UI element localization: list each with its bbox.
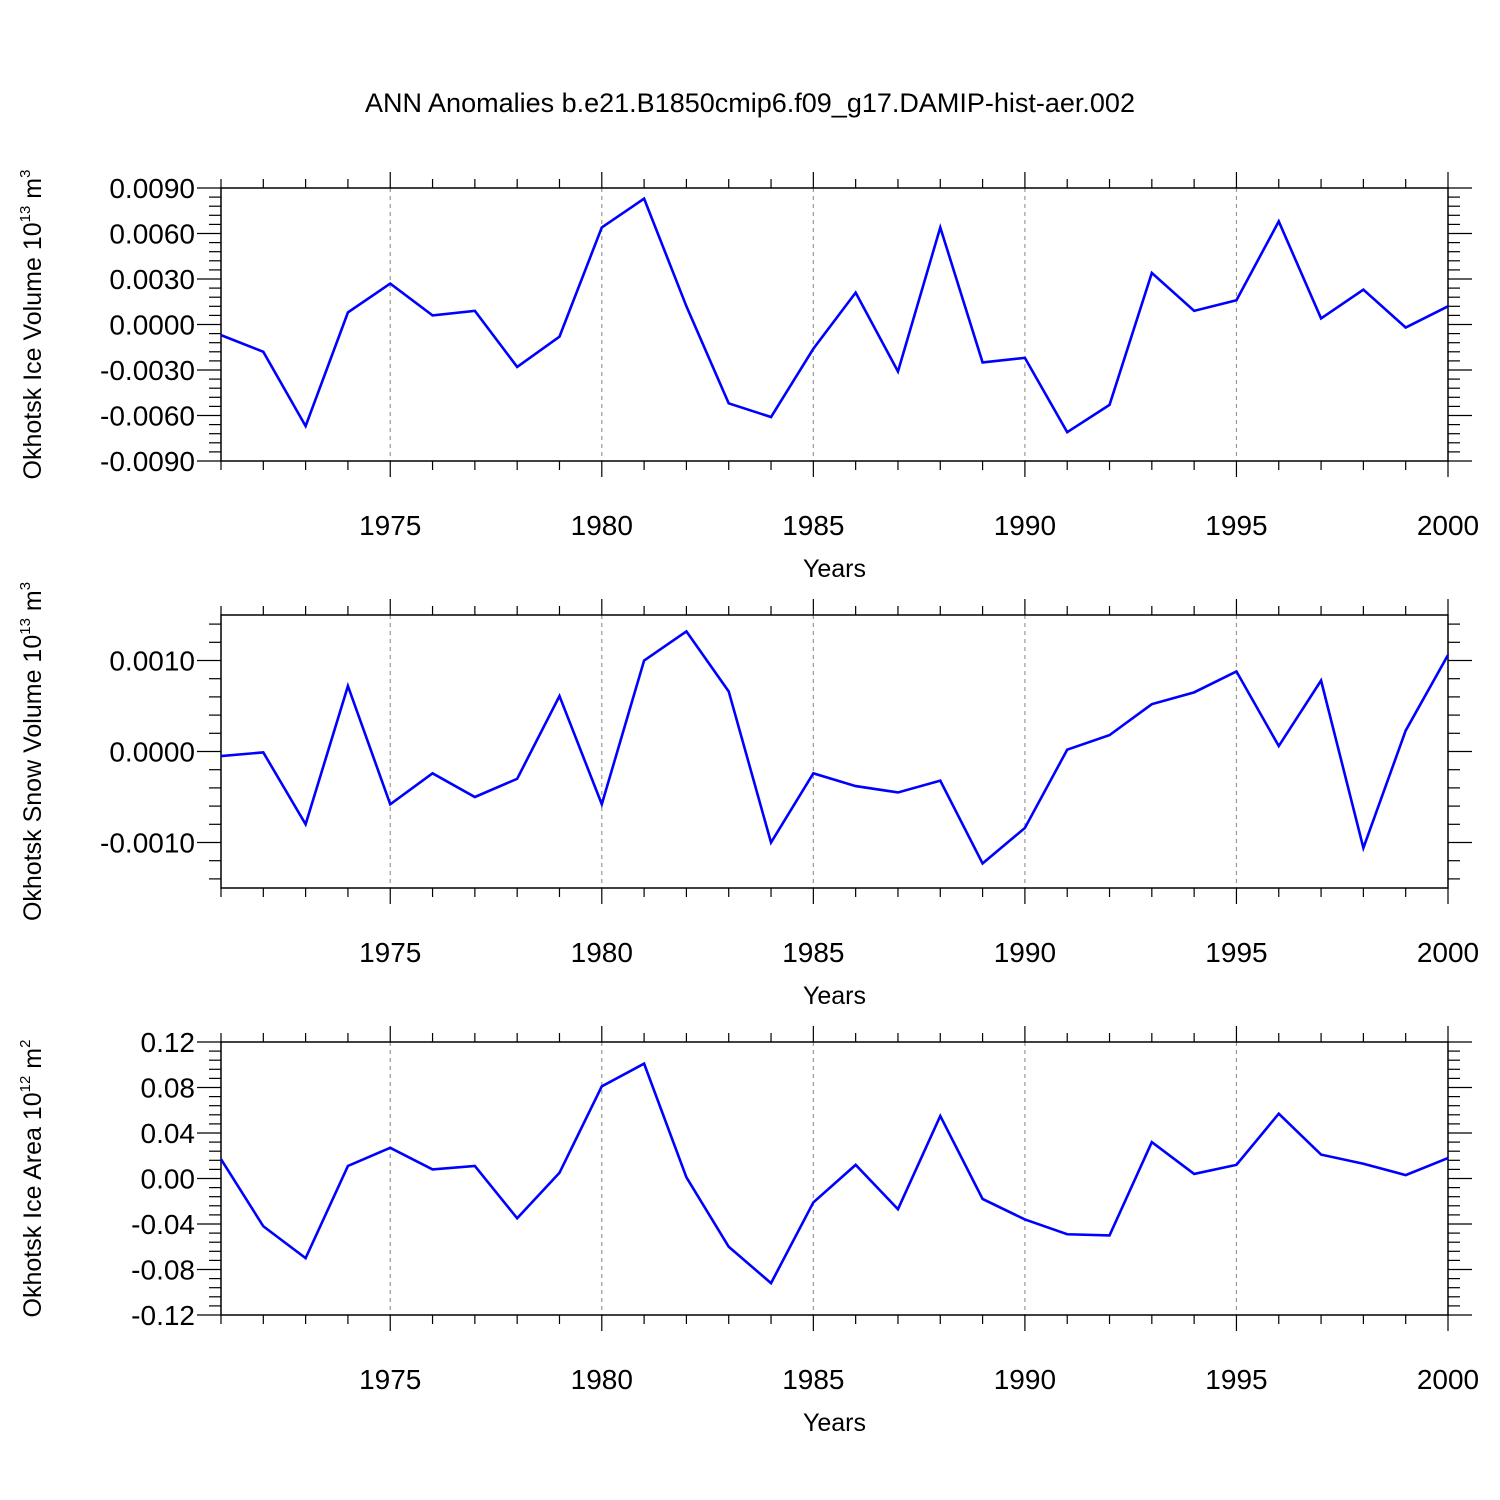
y-tick-label: 0.08: [141, 1073, 196, 1104]
y-tick-label: -0.04: [131, 1209, 195, 1240]
panel-ice-volume: 0.0090 0.0060 0.0030 0.0000 -0.0030 -0.0060 -0…: [17, 170, 1479, 583]
x-tick-label: 1990: [994, 510, 1056, 541]
x-tick-label: 2000: [1417, 937, 1479, 968]
y-tick-label: 0.0000: [109, 310, 195, 341]
y-tick-label: -0.0090: [100, 446, 195, 477]
plot-frame: [220, 187, 1449, 462]
x-tick-label: 1990: [994, 937, 1056, 968]
x-axis-label: Years: [803, 555, 866, 583]
y-axis-label: Okhotsk Snow Volume 1013 m3: [17, 582, 47, 921]
figure-title: ANN Anomalies b.e21.B1850cmip6.f09_g17.D…: [365, 88, 1135, 118]
y-tick-label: -0.08: [131, 1255, 195, 1286]
y-tick-label: -0.0060: [100, 401, 195, 432]
y-tick-label: 0.0000: [109, 737, 195, 768]
x-tick-label: 1980: [571, 1364, 633, 1395]
panel-ice-area: 0.12 0.08 0.04 0.00 -0.04 -0.08 -0.12 1975 1980 1…: [17, 1026, 1479, 1437]
x-axis-label: Years: [803, 982, 866, 1010]
x-tick-label: 1985: [782, 1364, 844, 1395]
y-tick-label: 0.00: [141, 1164, 196, 1195]
series-line-ice-area: [219, 1061, 1449, 1286]
plot-frame: [220, 1041, 1449, 1316]
y-tick-label: 0.04: [141, 1118, 196, 1149]
y-tick-label: 0.0030: [109, 264, 195, 295]
panels: 0.0090 0.0060 0.0030 0.0000 -0.0030 -0.0060 -0…: [17, 170, 1479, 1437]
y-tick-label: -0.0030: [100, 355, 195, 386]
y-tick-label: -0.0010: [100, 828, 195, 859]
x-tick-label: 1975: [359, 937, 421, 968]
x-tick-label: 1985: [782, 510, 844, 541]
series-line-ice-volume: [220, 196, 1449, 435]
y-tick-label: 0.0090: [109, 173, 195, 204]
panel-snow-volume: 0.0010 0.0000 -0.0010 1975 1980 1985 1990 1995 2…: [17, 582, 1479, 1010]
x-tick-label: 1995: [1205, 510, 1267, 541]
x-tick-label: 1975: [359, 510, 421, 541]
x-tick-label: 1995: [1205, 1364, 1267, 1395]
plot-frame: [220, 614, 1449, 889]
y-axis-label: Okhotsk Ice Volume 1013 m3: [17, 170, 47, 480]
y-tick-label: -0.12: [131, 1300, 195, 1331]
x-tick-label: 1980: [571, 937, 633, 968]
series-line-snow-volume: [220, 629, 1450, 866]
y-tick-label: 0.12: [141, 1027, 196, 1058]
y-tick-label: 0.0010: [109, 646, 195, 677]
y-axis-label: Okhotsk Ice Area 1012 m2: [17, 1040, 47, 1318]
x-tick-label: 1990: [994, 1364, 1056, 1395]
x-tick-label: 2000: [1417, 1364, 1479, 1395]
x-tick-label: 1980: [571, 510, 633, 541]
x-tick-label: 2000: [1417, 510, 1479, 541]
x-axis-label: Years: [803, 1409, 866, 1437]
x-tick-label: 1995: [1205, 937, 1267, 968]
x-tick-label: 1985: [782, 937, 844, 968]
y-tick-label: 0.0060: [109, 219, 195, 250]
x-tick-label: 1975: [359, 1364, 421, 1395]
